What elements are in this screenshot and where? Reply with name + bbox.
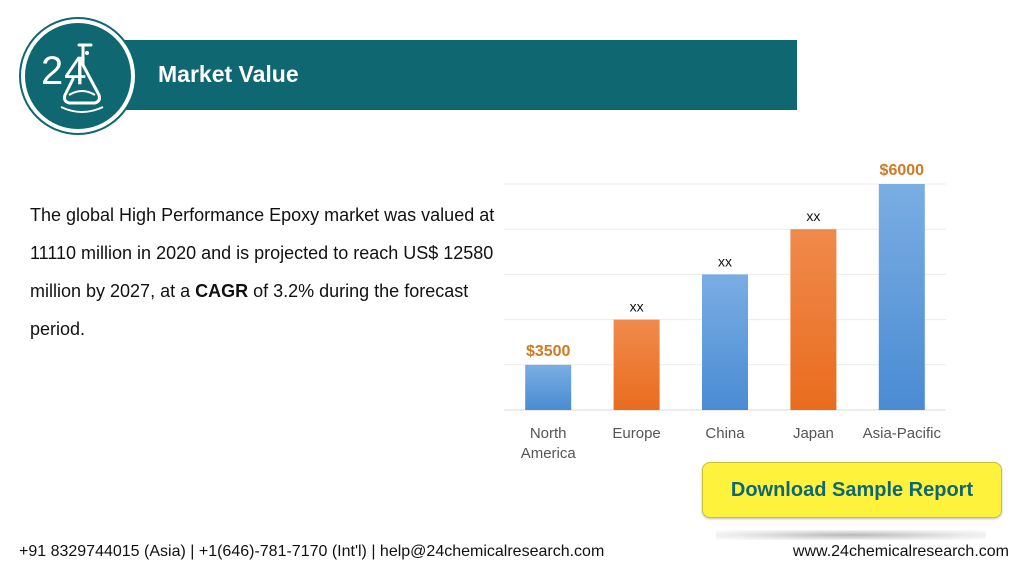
chart-data-label: xx	[630, 299, 644, 315]
page-title: Market Value	[158, 61, 299, 87]
flask-icon	[60, 43, 104, 113]
chart-data-label: xx	[718, 253, 732, 269]
intro-text: The global High Performance Epoxy market…	[30, 205, 495, 301]
company-logo[interactable]: 24	[25, 23, 131, 129]
market-value-chart: $3500 xx xx xx $6000 North America Europe China…	[504, 162, 946, 462]
chart-bar	[790, 229, 837, 410]
chart-data-labels: $3500 xx xx xx $6000	[526, 162, 924, 360]
chart-x-axis: North America Europe China Japan Asia-Pacific	[521, 425, 942, 462]
footer-website-link[interactable]: www.24chemicalresearch.com	[792, 543, 1009, 560]
header-band	[95, 40, 797, 110]
download-sample-report-button[interactable]: Download Sample Report	[702, 462, 1002, 518]
chart-bar	[878, 184, 925, 410]
intro-text-end: of 3.2% during the forecast period.	[30, 281, 469, 339]
chart-bar	[525, 364, 572, 410]
chart-data-label: xx	[806, 208, 820, 224]
chart-category-label: Japan	[793, 425, 834, 442]
footer-contact-info: +91 8329744015 (Asia) | +1(646)-781-7170…	[19, 543, 605, 560]
chart-category-label: Asia-Pacific	[863, 425, 942, 442]
button-shadow	[716, 530, 986, 540]
chart-data-label: $6000	[880, 162, 925, 179]
chart-data-label: $3500	[526, 343, 571, 360]
chart-category-label: America	[521, 445, 577, 462]
intro-paragraph: The global High Performance Epoxy market…	[30, 196, 510, 348]
chart-bar	[613, 319, 660, 410]
chart-bar	[702, 274, 748, 410]
logo-text: 24	[41, 49, 88, 93]
chart-bars	[525, 184, 925, 410]
chart-category-label: North	[530, 425, 567, 442]
intro-emphasis: CAGR	[195, 281, 249, 301]
chart-category-label: China	[705, 425, 745, 442]
chart-category-label: Europe	[612, 425, 660, 442]
